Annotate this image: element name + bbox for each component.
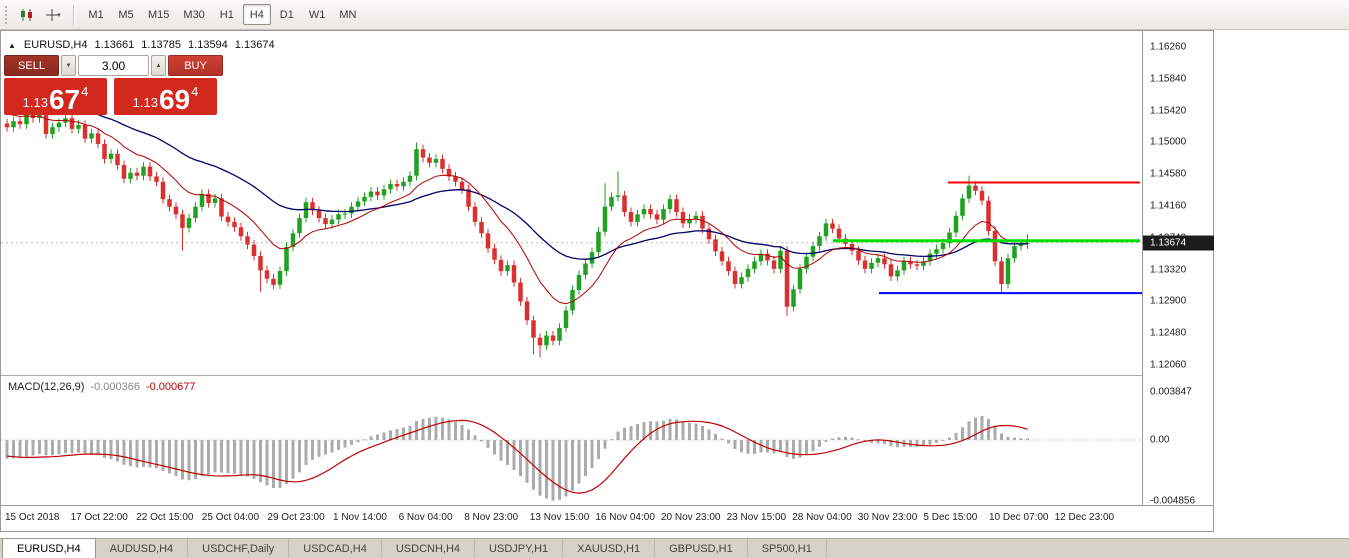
buy-button[interactable]: BUY <box>168 55 223 76</box>
macd-signal-value: -0.000677 <box>145 381 196 393</box>
volume-decrease-button[interactable]: ▼ <box>61 55 76 76</box>
sell-button[interactable]: SELL <box>4 55 59 76</box>
time-axis-separator <box>1 505 1213 506</box>
one-click-toggle-icon[interactable]: ▲ <box>8 40 16 50</box>
price-axis-label: 1.12060 <box>1150 359 1187 371</box>
time-axis-label: 20 Nov 23:00 <box>661 512 721 523</box>
main-toolbar: ▾ M1 M5 M15 M30 H1 H4 D1 W1 MN <box>0 0 1349 30</box>
bid-price-pip: 4 <box>81 84 89 99</box>
ohlc-high: 1.13785 <box>141 39 182 51</box>
crosshair-cursor-icon[interactable]: ▾ <box>40 4 66 26</box>
timeframe-m5[interactable]: M5 <box>118 8 134 21</box>
macd-label: MACD(12,26,9) <box>8 381 85 393</box>
ohlc-open: 1.13661 <box>94 39 135 51</box>
time-axis: 15 Oct 2018 17 Oct 22:00 22 Oct 15:00 25 Oc… <box>1 506 1213 531</box>
macd-main-value: -0.000366 <box>90 381 140 393</box>
volume-increase-button[interactable]: ▲ <box>151 55 166 76</box>
chart-tab-usdjpy-h1[interactable]: USDJPY,H1 <box>475 539 564 558</box>
macd-axis-label: 0.003847 <box>1150 386 1192 398</box>
time-axis-label: 1 Nov 14:00 <box>333 512 387 523</box>
chart-tab-audusd-h4[interactable]: AUDUSD,H4 <box>96 539 189 558</box>
ask-price-display: 1.13 69 4 <box>114 78 217 115</box>
timeframe-toolbar: M1 M5 M15 M30 H1 H4 D1 W1 MN <box>81 4 363 25</box>
macd-canvas[interactable] <box>1 377 1142 505</box>
time-axis-label: 16 Nov 04:00 <box>595 512 655 523</box>
price-chart-canvas[interactable] <box>1 31 1147 375</box>
price-axis-label: 1.14580 <box>1150 168 1187 180</box>
price-axis-label: 1.15000 <box>1150 136 1187 148</box>
macd-axis-label: 0.00 <box>1150 434 1170 446</box>
bid-price-big: 67 <box>48 84 81 116</box>
ohlc-close: 1.13674 <box>234 39 275 51</box>
time-axis-label: 5 Dec 15:00 <box>923 512 978 523</box>
one-click-trading-panel: SELL ▼ 3.00 ▲ BUY 1.13 67 4 1.13 69 4 <box>4 55 223 115</box>
chevron-down-icon: ▾ <box>57 11 61 19</box>
time-axis-label: 17 Oct 22:00 <box>70 512 128 523</box>
toolbar-separator <box>73 4 74 25</box>
ask-price-prefix: 1.13 <box>132 95 158 110</box>
time-axis-label: 10 Dec 07:00 <box>989 512 1049 523</box>
timeframe-m30[interactable]: M30 <box>183 8 205 21</box>
time-axis-label: 29 Oct 23:00 <box>267 512 325 523</box>
macd-indicator-area[interactable]: MACD(12,26,9) -0.000366 -0.000677 <box>1 377 1142 505</box>
time-axis-label: 30 Nov 23:00 <box>857 512 918 523</box>
time-axis-label: 15 Oct 2018 <box>5 512 60 523</box>
volume-input[interactable]: 3.00 <box>78 55 149 76</box>
time-axis-label: 13 Nov 15:00 <box>529 512 590 523</box>
timeframe-d1[interactable]: D1 <box>279 8 294 21</box>
crosshair-icon <box>46 8 59 21</box>
chart-tab-eurusd-h4[interactable]: EURUSD,H4 <box>2 538 96 558</box>
chart-tab-usdchf-daily[interactable]: USDCHF,Daily <box>188 539 290 558</box>
candlestick-chart-mode-icon[interactable] <box>14 4 40 26</box>
chart-tab-usdcnh-h4[interactable]: USDCNH,H4 <box>382 539 476 558</box>
time-axis-label: 22 Oct 15:00 <box>136 512 194 523</box>
chart-tab-usdcad-h4[interactable]: USDCAD,H4 <box>289 539 382 558</box>
time-axis-label: 12 Dec 23:00 <box>1054 512 1115 523</box>
chart-header: ▲ EURUSD,H4 1.13661 1.13785 1.13594 1.13… <box>8 39 275 51</box>
time-axis-label: 28 Nov 04:00 <box>792 512 852 523</box>
time-axis-label: 23 Nov 15:00 <box>726 512 787 523</box>
toolbar-grip[interactable] <box>5 5 9 24</box>
macd-header: MACD(12,26,9) -0.000366 -0.000677 <box>8 381 196 393</box>
chart-window: ▲ EURUSD,H4 1.13661 1.13785 1.13594 1.13… <box>0 30 1214 532</box>
chart-tab-sp500-h1[interactable]: SP500,H1 <box>748 539 827 558</box>
current-price-badge: 1.13674 <box>1143 235 1214 251</box>
timeframe-mn[interactable]: MN <box>339 8 357 21</box>
price-axis-label: 1.15840 <box>1150 73 1187 85</box>
chart-tab-xauusd-h1[interactable]: XAUUSD,H1 <box>563 539 656 558</box>
indicator-separator[interactable] <box>1 375 1213 377</box>
timeframe-m1[interactable]: M1 <box>88 8 104 21</box>
ohlc-low: 1.13594 <box>188 39 228 51</box>
time-axis-label: 8 Nov 23:00 <box>464 512 519 523</box>
chart-tab-bar: EURUSD,H4 AUDUSD,H4 USDCHF,Daily USDCAD,H4 U… <box>0 538 1349 558</box>
timeframe-h4[interactable]: H4 <box>242 4 271 25</box>
candlestick-icon <box>21 8 32 21</box>
bid-price-display: 1.13 67 4 <box>4 78 107 115</box>
chart-tab-gbpusd-h1[interactable]: GBPUSD,H1 <box>655 539 748 558</box>
price-axis-label: 1.15420 <box>1150 105 1187 117</box>
price-axis-label: 1.12900 <box>1150 295 1187 307</box>
macd-axis-label: -0.004856 <box>1150 495 1196 507</box>
time-axis-label: 25 Oct 04:00 <box>201 512 260 523</box>
chart-symbol-label: EURUSD,H4 <box>23 39 88 51</box>
ask-price-pip: 4 <box>191 84 199 99</box>
price-axis-label: 1.16260 <box>1150 41 1187 53</box>
bid-price-prefix: 1.13 <box>22 95 48 110</box>
price-axis[interactable]: 1.16260 1.15840 1.15420 1.15000 1.14580 1.141… <box>1142 31 1214 507</box>
timeframe-w1[interactable]: W1 <box>308 8 326 21</box>
time-axis-label: 6 Nov 04:00 <box>398 512 453 523</box>
price-chart-area[interactable]: ▲ EURUSD,H4 1.13661 1.13785 1.13594 1.13… <box>1 31 1147 375</box>
ask-price-big: 69 <box>158 84 191 116</box>
price-axis-label: 1.13320 <box>1150 264 1187 276</box>
timeframe-m15[interactable]: M15 <box>148 8 170 21</box>
price-axis-label: 1.14160 <box>1150 200 1187 212</box>
price-axis-label: 1.12480 <box>1150 327 1187 339</box>
timeframe-h1[interactable]: H1 <box>219 8 234 21</box>
